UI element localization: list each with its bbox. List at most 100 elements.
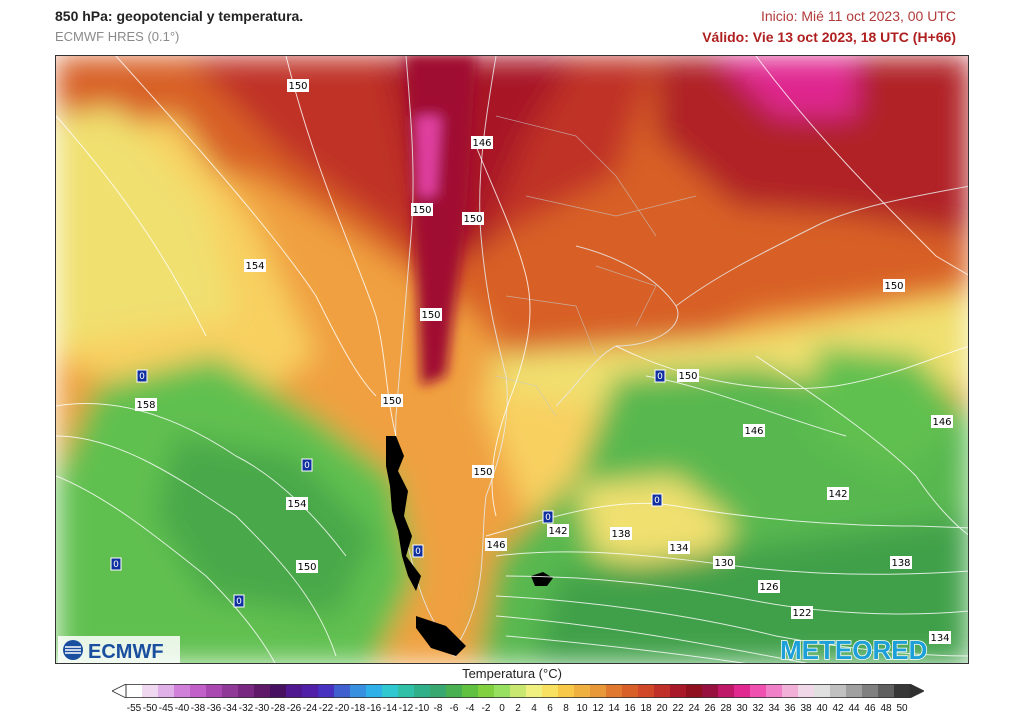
colorbar-tick-label: 28: [720, 703, 732, 714]
colorbar-swatch: [638, 684, 655, 698]
colorbar-swatch: [574, 684, 591, 698]
colorbar-tick-label: 30: [736, 703, 748, 714]
contour-label: 150: [381, 394, 403, 407]
svg-text:0: 0: [113, 560, 119, 570]
colorbar-tick-label: 40: [816, 703, 828, 714]
colorbar-swatch: [478, 684, 495, 698]
colorbar-tick-label: -22: [318, 703, 334, 714]
colorbar-swatch: [286, 684, 303, 698]
contour-labels: 150 146 150 150 154 150 150 150 158 154 …: [135, 79, 953, 644]
svg-text:154: 154: [245, 261, 264, 272]
svg-text:146: 146: [932, 417, 951, 428]
colorbar-swatch: [158, 684, 175, 698]
contour-label: 138: [610, 527, 632, 540]
isotherm-marker: 0: [412, 544, 424, 558]
colorbar-tick-label: -30: [254, 703, 270, 714]
svg-text:150: 150: [288, 81, 307, 92]
colorbar-swatch: [366, 684, 383, 698]
colorbar-tick-label: 34: [768, 703, 780, 714]
colorbar-tick-label: -18: [350, 703, 366, 714]
colorbar-tick-label: 26: [704, 703, 716, 714]
colorbar-swatch: [606, 684, 623, 698]
colorbar-tick-label: -10: [414, 703, 430, 714]
colorbar-swatch: [414, 684, 431, 698]
contour-label: 134: [929, 631, 951, 644]
temperature-colorbar: [112, 684, 924, 698]
colorbar-tick-label: -50: [142, 703, 158, 714]
svg-text:150: 150: [678, 371, 697, 382]
colorbar-swatch: [814, 684, 831, 698]
contour-label: 138: [890, 556, 912, 569]
colorbar-tick-label: 8: [563, 703, 569, 714]
svg-text:150: 150: [421, 310, 440, 321]
map-title: 850 hPa: geopotencial y temperatura.: [55, 8, 304, 24]
colorbar-swatch: [494, 684, 511, 698]
svg-text:146: 146: [486, 540, 505, 551]
colorbar-swatch: [590, 684, 607, 698]
low-markers: 0 0 0 0 0 0 0 0: [110, 369, 666, 608]
forecast-map[interactable]: 150 146 150 150 154 150 150 150 158 154 …: [55, 55, 969, 664]
colorbar-tick-label: 20: [656, 703, 668, 714]
colorbar-swatch: [174, 684, 191, 698]
colorbar-tick-label: -20: [334, 703, 350, 714]
colorbar-swatch: [222, 684, 239, 698]
colorbar-tick-label: 42: [832, 703, 844, 714]
svg-text:146: 146: [744, 426, 763, 437]
svg-text:158: 158: [136, 400, 155, 411]
colorbar-tick-label: -2: [481, 703, 491, 714]
colorbar-tick-label: 32: [752, 703, 764, 714]
colorbar-swatch: [830, 684, 847, 698]
isotherm-marker: 0: [233, 594, 245, 608]
svg-text:126: 126: [759, 582, 778, 593]
svg-text:138: 138: [611, 529, 630, 540]
colorbar-tick-label: 44: [848, 703, 860, 714]
svg-text:0: 0: [415, 547, 421, 557]
colorbar-tick-label: -34: [222, 703, 238, 714]
svg-text:134: 134: [930, 633, 949, 644]
colorbar-swatch: [302, 684, 319, 698]
colorbar-tick-label: -55: [126, 703, 142, 714]
contour-label: 142: [827, 487, 849, 500]
contour-label: 146: [743, 424, 765, 437]
svg-text:150: 150: [463, 214, 482, 225]
colorbar-tick-label: 12: [592, 703, 604, 714]
isotherm-marker: 0: [110, 557, 122, 571]
svg-text:138: 138: [891, 558, 910, 569]
andes-warm-band: [406, 56, 476, 386]
colorbar-swatch: [206, 684, 223, 698]
colorbar-swatch: [798, 684, 815, 698]
svg-text:0: 0: [545, 513, 551, 523]
contour-label: 150: [677, 369, 699, 382]
colorbar-swatch: [430, 684, 447, 698]
isotherm-marker: 0: [654, 369, 666, 383]
svg-text:0: 0: [236, 597, 242, 607]
contour-label: 134: [668, 541, 690, 554]
contour-label: 142: [547, 524, 569, 537]
isotherm-marker: 0: [136, 369, 148, 383]
temperature-field: [56, 56, 968, 663]
valid-time: Válido: Vie 13 oct 2023, 18 UTC (H+66): [702, 29, 956, 45]
colorbar-tick-label: -38: [190, 703, 206, 714]
svg-text:130: 130: [714, 558, 733, 569]
svg-text:150: 150: [412, 205, 431, 216]
svg-text:134: 134: [669, 543, 688, 554]
contour-label: 150: [462, 212, 484, 225]
colorbar-swatch: [350, 684, 367, 698]
colorbar-swatch: [142, 684, 159, 698]
contour-label: 150: [472, 465, 494, 478]
svg-text:146: 146: [472, 138, 491, 149]
model-name: ECMWF HRES (0.1°): [55, 29, 180, 44]
colorbar-tick-label: 50: [896, 703, 908, 714]
colorbar-tick-label: 14: [608, 703, 620, 714]
svg-text:150: 150: [382, 396, 401, 407]
colorbar-tick-label: 2: [515, 703, 521, 714]
header-left: 850 hPa: geopotencial y temperatura. ECM…: [55, 8, 303, 44]
colorbar-tick-label: -6: [449, 703, 459, 714]
colorbar-ticks: -55 -50 -45 -40 -38 -36 -34 -32 -30 -28 -26 -24 -22-…: [112, 703, 924, 717]
colorbar-swatch: [750, 684, 767, 698]
colorbar-swatch: [702, 684, 719, 698]
colorbar-swatch: [190, 684, 207, 698]
colorbar-tick-label: 18: [640, 703, 652, 714]
contour-label: 150: [296, 560, 318, 573]
contour-label: 150: [883, 279, 905, 292]
